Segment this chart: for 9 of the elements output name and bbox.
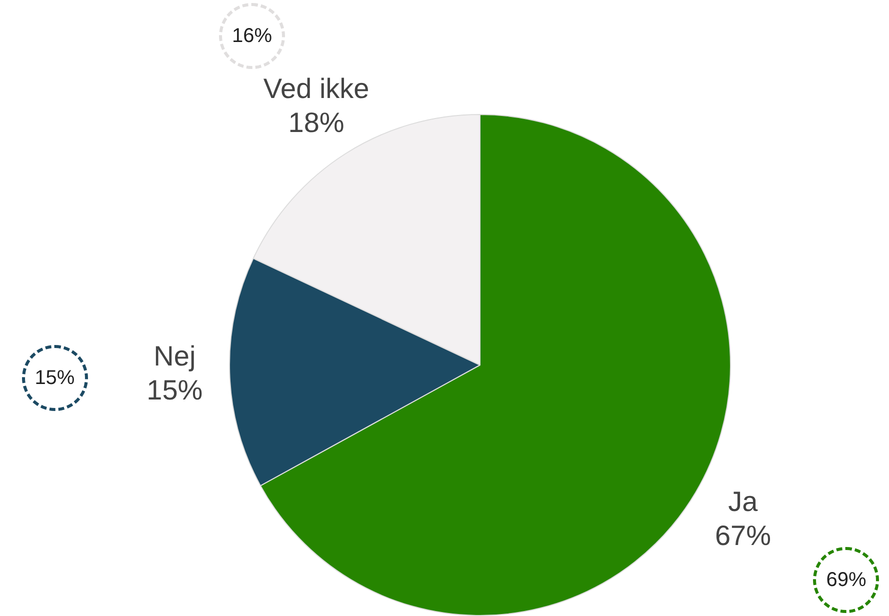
data-label: 15%	[146, 374, 203, 406]
slice-label: Ja	[728, 486, 758, 518]
slice-label: Nej	[154, 340, 196, 372]
dashed-circle-badge: 15%	[22, 345, 88, 412]
dashed-circle-badge: 69%	[813, 547, 880, 613]
legend-label: Ved ikke	[263, 72, 370, 104]
data-label: 18%	[288, 106, 344, 138]
dashed-circle-badge: 16%	[219, 3, 285, 69]
data-label: 67%	[714, 520, 771, 552]
